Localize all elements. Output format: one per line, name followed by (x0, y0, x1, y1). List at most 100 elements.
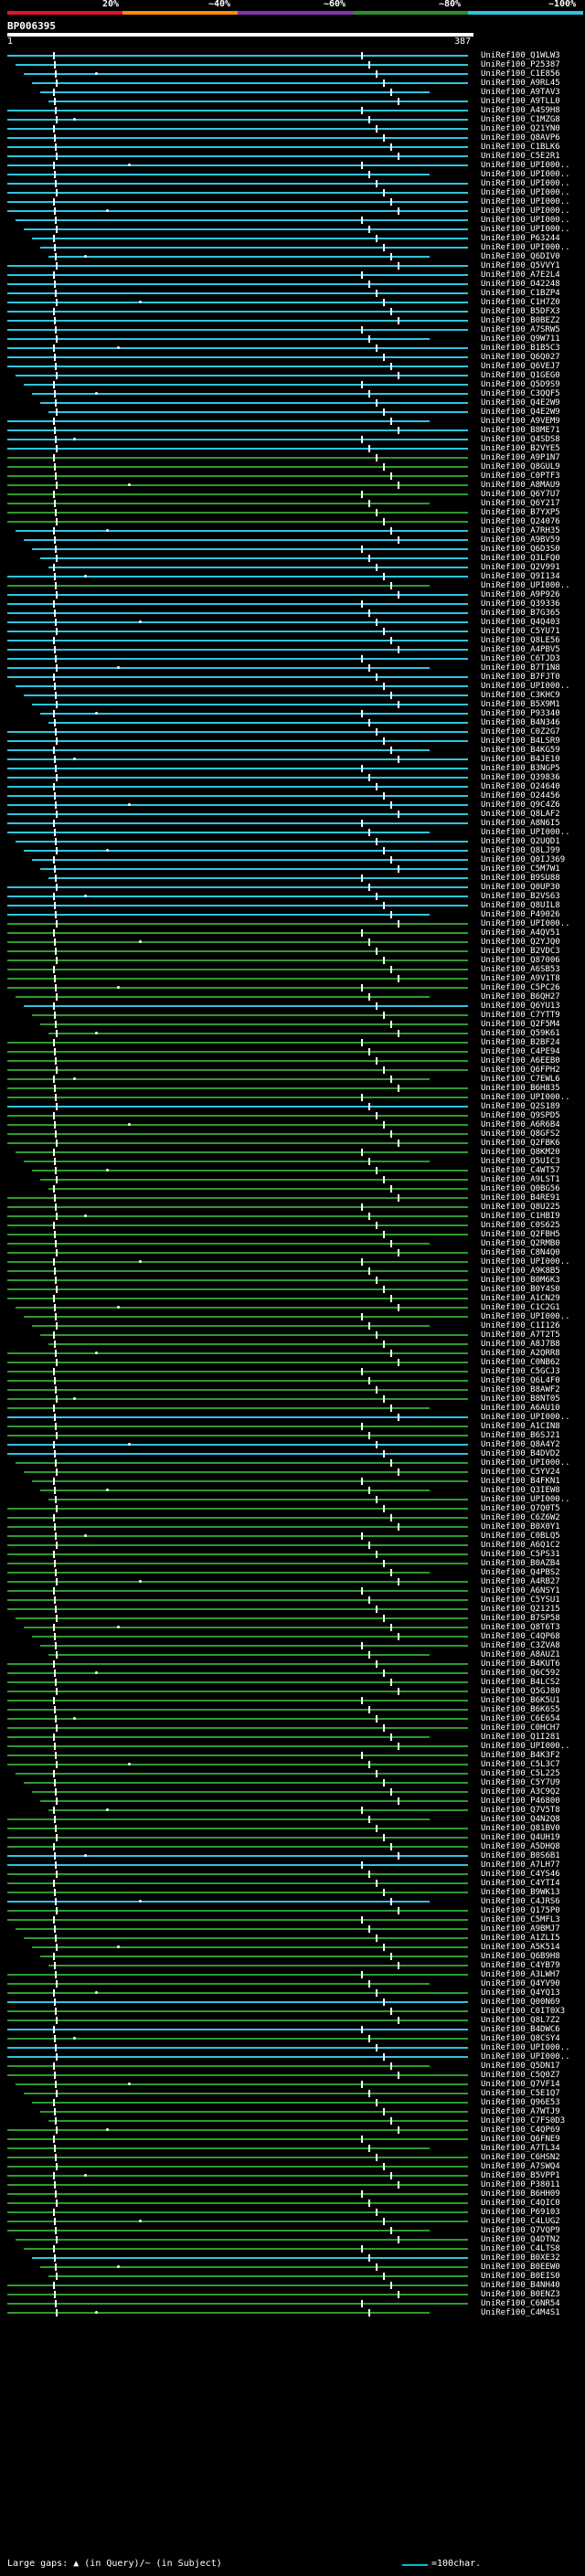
hit-row[interactable]: UniRef100_B2VYE5 (0, 444, 585, 453)
hit-label[interactable]: UniRef100_O24640 (481, 782, 560, 791)
hit-row[interactable]: UniRef100_B6QH27 (0, 992, 585, 1002)
hit-label[interactable]: UniRef100_Q8L7Z2 (481, 2016, 560, 2025)
hit-row[interactable]: UniRef100_Q4DTN2 (0, 2235, 585, 2244)
hit-label[interactable]: UniRef100_Q81BV0 (481, 1824, 560, 1833)
hit-row[interactable]: UniRef100_B4KG59 (0, 746, 585, 755)
hit-row[interactable]: UniRef100_Q8UIL8 (0, 901, 585, 910)
hit-label[interactable]: UniRef100_B0S6B1 (481, 1851, 560, 1860)
hit-label[interactable]: UniRef100_C1BZP4 (481, 289, 560, 298)
hit-row[interactable]: UniRef100_Q0IJ369 (0, 855, 585, 864)
hit-label[interactable]: UniRef100_UPI000.. (481, 1495, 570, 1504)
hit-label[interactable]: UniRef100_B2VS63 (481, 892, 560, 901)
hit-label[interactable]: UniRef100_Q4E2W9 (481, 398, 560, 408)
hit-label[interactable]: UniRef100_P63244 (481, 234, 560, 243)
hit-row[interactable]: UniRef100_A7WTJ9 (0, 2107, 585, 2116)
hit-label[interactable]: UniRef100_B6HH09 (481, 2189, 560, 2199)
hit-label[interactable]: UniRef100_B9WK13 (481, 1888, 560, 1897)
hit-row[interactable]: UniRef100_Q9I134 (0, 572, 585, 581)
hit-row[interactable]: UniRef100_Q4UH19 (0, 1833, 585, 1842)
hit-label[interactable]: UniRef100_Q2V991 (481, 563, 560, 572)
hit-label[interactable]: UniRef100_B6K6S5 (481, 1705, 560, 1714)
hit-label[interactable]: UniRef100_C5L3C7 (481, 1760, 560, 1769)
hit-label[interactable]: UniRef100_Q59K61 (481, 1029, 560, 1038)
hit-label[interactable]: UniRef100_Q8LE56 (481, 636, 560, 645)
hit-label[interactable]: UniRef100_C3QQF5 (481, 389, 560, 398)
hit-label[interactable]: UniRef100_UPI000.. (481, 197, 570, 207)
hit-label[interactable]: UniRef100_C0PTF3 (481, 472, 560, 481)
hit-label[interactable]: UniRef100_A9V1T8 (481, 974, 560, 983)
hit-label[interactable]: UniRef100_A1CIN8 (481, 1422, 560, 1431)
hit-row[interactable]: UniRef100_C5PC26 (0, 983, 585, 992)
hit-row[interactable]: UniRef100_C4QIC0 (0, 2199, 585, 2208)
hit-label[interactable]: UniRef100_C1C2G1 (481, 1303, 560, 1312)
hit-row[interactable]: UniRef100_A6Q1C2 (0, 1541, 585, 1550)
hit-row[interactable]: UniRef100_A1CN29 (0, 1294, 585, 1303)
hit-label[interactable]: UniRef100_Q8CSY4 (481, 2034, 560, 2043)
hit-label[interactable]: UniRef100_A7TL34 (481, 2144, 560, 2153)
hit-label[interactable]: UniRef100_B0XE32 (481, 2253, 560, 2263)
hit-label[interactable]: UniRef100_B4DVD2 (481, 1449, 560, 1458)
hit-label[interactable]: UniRef100_Q9I134 (481, 572, 560, 581)
hit-label[interactable]: UniRef100_C4YS46 (481, 1870, 560, 1879)
hit-label[interactable]: UniRef100_C0HCH7 (481, 1723, 560, 1733)
hit-row[interactable]: UniRef100_Q5UIC3 (0, 1157, 585, 1166)
hit-label[interactable]: UniRef100_B4RE91 (481, 1193, 560, 1203)
hit-row[interactable]: UniRef100_Q9C4Z6 (0, 800, 585, 810)
hit-row[interactable]: UniRef100_C1BZP4 (0, 289, 585, 298)
hit-label[interactable]: UniRef100_Q6Y7U7 (481, 490, 560, 499)
hit-label[interactable]: UniRef100_C0IT0X3 (481, 2007, 566, 2016)
hit-row[interactable]: UniRef100_C5L225 (0, 1769, 585, 1778)
hit-label[interactable]: UniRef100_A4PBV5 (481, 645, 560, 654)
hit-row[interactable]: UniRef100_B4DVD2 (0, 1449, 585, 1458)
hit-label[interactable]: UniRef100_C4PE94 (481, 1047, 560, 1056)
hit-row[interactable]: UniRef100_C1MZG8 (0, 115, 585, 124)
hit-row[interactable]: UniRef100_B7SP58 (0, 1614, 585, 1623)
hit-label[interactable]: UniRef100_B0EIS0 (481, 2272, 560, 2281)
hit-row[interactable]: UniRef100_C0IT0X3 (0, 2007, 585, 2016)
hit-label[interactable]: UniRef100_P38011 (481, 2180, 560, 2189)
hit-row[interactable]: UniRef100_A7LH77 (0, 1860, 585, 1870)
hit-label[interactable]: UniRef100_A3C9Q2 (481, 1787, 560, 1797)
hit-label[interactable]: UniRef100_P93340 (481, 709, 560, 718)
hit-label[interactable]: UniRef100_A6EEB0 (481, 1056, 560, 1065)
hit-row[interactable]: UniRef100_Q4N2Q8 (0, 1815, 585, 1824)
hit-label[interactable]: UniRef100_C0BLQ5 (481, 1532, 560, 1541)
hit-row[interactable]: UniRef100_C0BLQ5 (0, 1532, 585, 1541)
hit-label[interactable]: UniRef100_UPI000.. (481, 1257, 570, 1267)
hit-label[interactable]: UniRef100_C5M7W1 (481, 864, 560, 874)
hit-label[interactable]: UniRef100_Q6B9H8 (481, 1952, 560, 1961)
hit-row[interactable]: UniRef100_Q39836 (0, 773, 585, 782)
hit-label[interactable]: UniRef100_Q5DN17 (481, 2062, 560, 2071)
hit-row[interactable]: UniRef100_C4QP68 (0, 1632, 585, 1641)
hit-row[interactable]: UniRef100_C3QQF5 (0, 389, 585, 398)
hit-label[interactable]: UniRef100_B7G365 (481, 609, 560, 618)
hit-label[interactable]: UniRef100_C4QP69 (481, 2125, 560, 2135)
hit-row[interactable]: UniRef100_A9LST1 (0, 1175, 585, 1184)
hit-label[interactable]: UniRef100_UPI000.. (481, 1093, 570, 1102)
hit-label[interactable]: UniRef100_B7SP58 (481, 1614, 560, 1623)
hit-label[interactable]: UniRef100_C8N4Q0 (481, 1248, 560, 1257)
hit-row[interactable]: UniRef100_B6H835 (0, 1084, 585, 1093)
hit-row[interactable]: UniRef100_C6HSN2 (0, 2153, 585, 2162)
hit-row[interactable]: UniRef100_C0PTF3 (0, 472, 585, 481)
hit-label[interactable]: UniRef100_UPI000.. (481, 1312, 570, 1321)
hit-label[interactable]: UniRef100_C5YU71 (481, 627, 560, 636)
hit-row[interactable]: UniRef100_B8ME71 (0, 426, 585, 435)
hit-row[interactable]: UniRef100_UPI000.. (0, 170, 585, 179)
hit-row[interactable]: UniRef100_C5GCJ3 (0, 1367, 585, 1376)
hit-row[interactable]: UniRef100_Q5D9S9 (0, 380, 585, 389)
hit-label[interactable]: UniRef100_B4NH40 (481, 2281, 560, 2290)
hit-label[interactable]: UniRef100_A4RB27 (481, 1577, 560, 1586)
hit-row[interactable]: UniRef100_C4WT57 (0, 1166, 585, 1175)
hit-row[interactable]: UniRef100_Q9SPD5 (0, 1111, 585, 1120)
hit-row[interactable]: UniRef100_UPI000.. (0, 225, 585, 234)
hit-row[interactable]: UniRef100_B1B5C3 (0, 344, 585, 353)
hit-row[interactable]: UniRef100_Q2FBK6 (0, 1139, 585, 1148)
hit-label[interactable]: UniRef100_C7EWL6 (481, 1075, 560, 1084)
hit-row[interactable]: UniRef100_A4PBV5 (0, 645, 585, 654)
hit-label[interactable]: UniRef100_B1B5C3 (481, 344, 560, 353)
hit-row[interactable]: UniRef100_Q6Y217 (0, 499, 585, 508)
hit-label[interactable]: UniRef100_B4KG59 (481, 746, 560, 755)
hit-label[interactable]: UniRef100_UPI000.. (481, 243, 570, 252)
hit-row[interactable]: UniRef100_Q3LFQ0 (0, 554, 585, 563)
